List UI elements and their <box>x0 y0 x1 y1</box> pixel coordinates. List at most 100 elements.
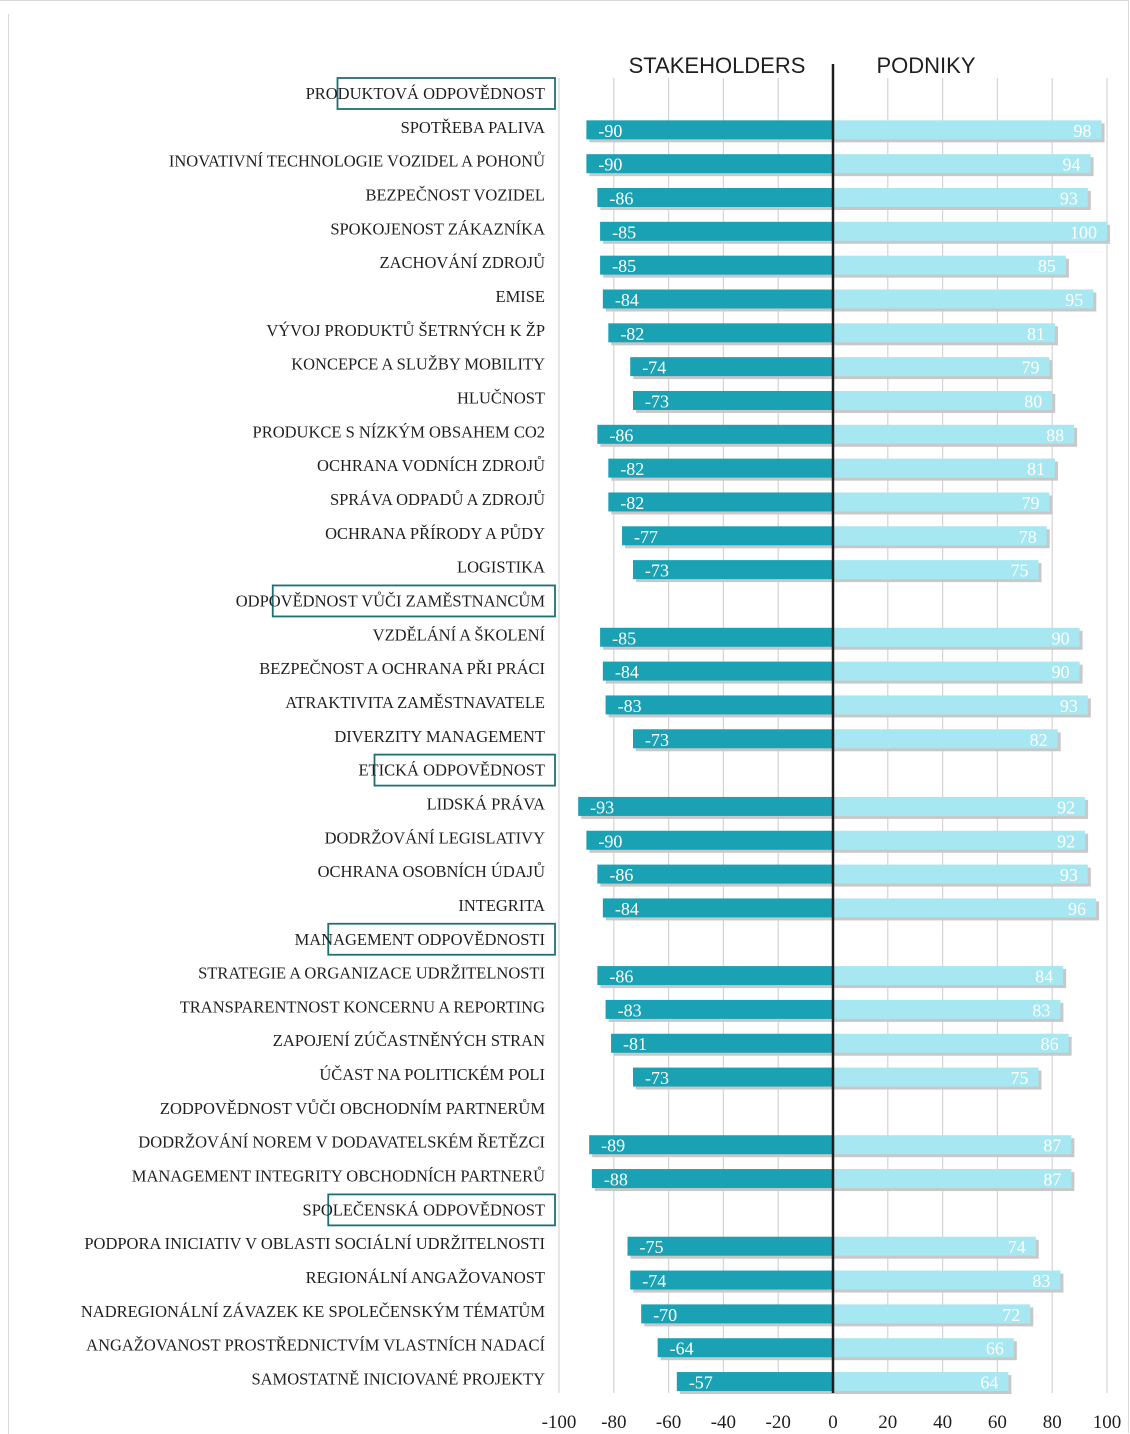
data-label-podniky: 92 <box>1057 831 1075 851</box>
bar-stakeholders <box>600 627 833 647</box>
data-label-stakeholders: -86 <box>609 188 633 208</box>
data-label-stakeholders: -82 <box>620 324 644 344</box>
x-tick-label: 80 <box>1043 1412 1062 1433</box>
bar-stakeholders <box>630 1270 833 1290</box>
data-label-stakeholders: -82 <box>620 493 644 513</box>
category-label: DODRŽOVÁNÍ NOREM V DODAVATELSKÉM ŘETĚZCI <box>138 1133 545 1152</box>
bar-stakeholders <box>591 1169 833 1189</box>
bar-stakeholders <box>602 898 833 918</box>
section-box <box>373 753 556 787</box>
data-label-podniky: 86 <box>1041 1034 1059 1054</box>
data-label-podniky: 74 <box>1008 1237 1026 1257</box>
data-label-podniky: 78 <box>1019 527 1037 547</box>
bar-stakeholders <box>608 458 833 478</box>
header-podniky: PODNIKY <box>876 53 975 78</box>
category-label: OCHRANA VODNÍCH ZDROJŮ <box>317 456 545 475</box>
data-label-stakeholders: -83 <box>618 1000 642 1020</box>
category-label: DIVERZITY MANAGEMENT <box>334 727 545 746</box>
category-label: SPRÁVA ODPADŮ A ZDROJŮ <box>330 490 545 509</box>
x-tick-label: 40 <box>933 1412 952 1433</box>
category-label: KONCEPCE A SLUŽBY MOBILITY <box>291 355 545 374</box>
bar-podniky <box>833 729 1058 749</box>
bar-stakeholders <box>611 1033 833 1053</box>
bar-podniky <box>833 1304 1031 1324</box>
bar-stakeholders <box>597 424 833 444</box>
data-label-podniky: 85 <box>1038 256 1056 276</box>
bar-podniky <box>833 120 1102 140</box>
bar-stakeholders <box>586 830 833 850</box>
x-tick-label: -20 <box>766 1412 791 1433</box>
bar-podniky <box>833 492 1050 512</box>
data-label-podniky: 81 <box>1027 324 1045 344</box>
section-box <box>336 77 556 110</box>
bar-podniky <box>833 830 1086 850</box>
bar-stakeholders <box>578 796 833 816</box>
data-label-podniky: 93 <box>1060 696 1078 716</box>
data-label-stakeholders: -86 <box>609 967 633 987</box>
bar-stakeholders <box>657 1338 833 1358</box>
data-label-podniky: 94 <box>1063 155 1081 175</box>
section-label: PRODUKTOVÁ ODPOVĚDNOST <box>306 84 545 103</box>
bar-podniky <box>833 323 1055 343</box>
bar-stakeholders <box>600 221 833 241</box>
bar-podniky <box>833 999 1061 1019</box>
bar-podniky <box>833 796 1086 816</box>
bar-podniky <box>833 1372 1009 1392</box>
bar-podniky <box>833 695 1088 715</box>
category-label: SAMOSTATNĚ INICIOVANÉ PROJEKTY <box>251 1370 545 1389</box>
data-label-podniky: 75 <box>1011 561 1029 581</box>
data-label-stakeholders: -82 <box>620 459 644 479</box>
bar-stakeholders <box>586 154 833 174</box>
category-label: ZACHOVÁNÍ ZDROJŮ <box>380 253 546 272</box>
data-label-podniky: 84 <box>1035 967 1053 987</box>
data-label-podniky: 93 <box>1060 188 1078 208</box>
section-box <box>327 922 556 956</box>
bar-stakeholders <box>630 357 833 377</box>
data-label-podniky: 95 <box>1065 290 1083 310</box>
bar-podniky <box>833 1067 1039 1087</box>
data-label-podniky: 75 <box>1011 1068 1029 1088</box>
data-label-podniky: 96 <box>1068 899 1086 919</box>
section-box <box>271 584 556 618</box>
category-label: PODPORA INICIATIV V OBLASTI SOCIÁLNÍ UDR… <box>84 1234 545 1253</box>
section-label: ODPOVĚDNOST VŮČI ZAMĚSTNANCŮM <box>236 591 546 610</box>
data-label-podniky: 81 <box>1027 459 1045 479</box>
category-label: REGIONÁLNÍ ANGAŽOVANOST <box>306 1268 545 1287</box>
bar-stakeholders <box>608 323 833 343</box>
category-label: ÚČAST NA POLITICKÉM POLI <box>319 1065 545 1084</box>
bar-podniky <box>833 1135 1072 1155</box>
data-label-stakeholders: -73 <box>645 391 669 411</box>
data-label-podniky: 83 <box>1032 1000 1050 1020</box>
bar-podniky <box>833 289 1094 309</box>
data-label-podniky: 87 <box>1043 1136 1061 1156</box>
header-stakeholders: STAKEHOLDERS <box>629 53 806 78</box>
bar-podniky <box>833 255 1066 275</box>
category-label: ZAPOJENÍ ZÚČASTNĚNÝCH STRAN <box>273 1031 545 1050</box>
data-label-stakeholders: -64 <box>670 1339 694 1359</box>
category-label: TRANSPARENTNOST KONCERNU A REPORTING <box>180 997 545 1016</box>
data-label-podniky: 90 <box>1052 662 1070 682</box>
bar-stakeholders <box>632 729 833 749</box>
bar-stakeholders <box>597 864 833 884</box>
bar-stakeholders <box>589 1135 833 1155</box>
category-label: ANGAŽOVANOST PROSTŘEDNICTVÍM VLASTNÍCH N… <box>86 1336 545 1355</box>
data-label-podniky: 100 <box>1070 222 1097 242</box>
data-label-podniky: 79 <box>1021 358 1039 378</box>
bar-podniky <box>833 187 1088 207</box>
bar-podniky <box>833 154 1091 174</box>
bar-stakeholders <box>632 1067 833 1087</box>
bar-podniky <box>833 661 1080 681</box>
data-label-stakeholders: -90 <box>598 121 622 141</box>
category-label: OCHRANA PŘÍRODY A PŮDY <box>325 524 545 543</box>
bar-podniky <box>833 1270 1061 1290</box>
category-label: EMISE <box>496 287 546 306</box>
bar-stakeholders <box>605 999 833 1019</box>
bar-stakeholders <box>627 1236 833 1256</box>
data-label-podniky: 82 <box>1030 730 1048 750</box>
section-label: SPOLEČENSKÁ ODPOVĚDNOST <box>303 1200 545 1219</box>
bar-podniky <box>833 966 1064 986</box>
data-label-stakeholders: -57 <box>689 1373 713 1393</box>
bar-podniky <box>833 898 1097 918</box>
data-label-stakeholders: -84 <box>615 662 639 682</box>
category-label: VÝVOJ PRODUKTŮ ŠETRNÝCH K ŽP <box>266 321 545 340</box>
